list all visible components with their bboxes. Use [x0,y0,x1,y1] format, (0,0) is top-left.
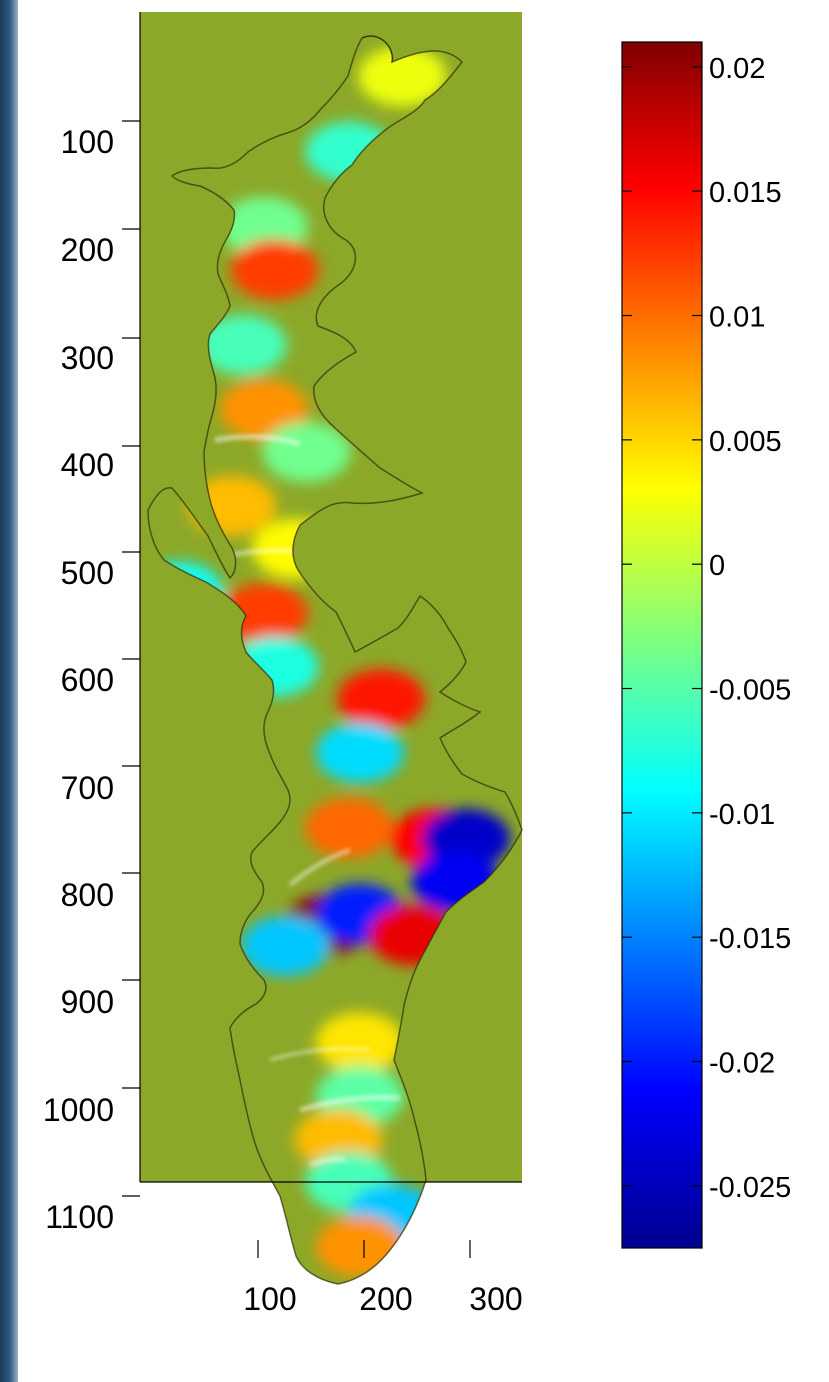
colorbar [621,41,703,1249]
field-region [315,1216,404,1277]
colorbar-tick-label: 0.015 [709,177,782,209]
x-tick-labels: 100 200 300 [243,1281,522,1317]
field-region [315,1012,404,1073]
colorbar-tick-label: 0 [709,550,725,582]
y-tick-label: 500 [61,555,114,591]
field-region [315,722,404,783]
colorbar-tick-label: -0.005 [709,675,791,707]
y-tick-labels: 100 200 300 400 500 600 700 800 900 1000… [43,124,114,1235]
colorbar-tick-label: -0.02 [709,1048,775,1080]
y-tick-label: 1100 [45,1199,114,1235]
x-tick-label: 300 [469,1281,522,1317]
field-region [241,915,330,976]
colorbar-tick-label: -0.025 [709,1172,791,1204]
image-left-edge [0,0,18,1382]
field-region [198,314,287,375]
y-tick-label: 800 [61,877,114,913]
colorbar-tick-marks [622,66,702,1187]
field-region [220,379,309,440]
colorbar-tick-label: -0.01 [709,799,775,831]
colorbar-tick-label: 0.02 [709,53,765,85]
y-tick-marks [122,120,140,1197]
y-tick-label: 400 [61,447,114,483]
x-tick-label: 100 [243,1281,296,1317]
y-tick-label: 300 [61,340,114,376]
field-region [358,46,447,107]
y-tick-label: 100 [61,124,114,160]
x-tick-label: 200 [359,1281,412,1317]
colorbar-tick-labels: 0.02 0.015 0.01 0.005 0 -0.005 -0.01 -0.015 -0.0… [709,53,791,1204]
field-region [337,669,426,730]
y-tick-label: 200 [61,232,114,268]
y-tick-label: 900 [61,984,114,1020]
colorbar-tick-label: 0.005 [709,426,782,458]
field-region [230,239,319,300]
field-region [305,797,394,858]
y-tick-label: 600 [61,662,114,698]
y-tick-label: 700 [61,770,114,806]
colorbar-tick-label: 0.01 [709,302,765,334]
x-tick-marks [257,1240,471,1258]
colorbar-tick-label: -0.015 [709,923,791,955]
y-tick-label: 1000 [43,1092,114,1128]
field-region [262,422,351,483]
